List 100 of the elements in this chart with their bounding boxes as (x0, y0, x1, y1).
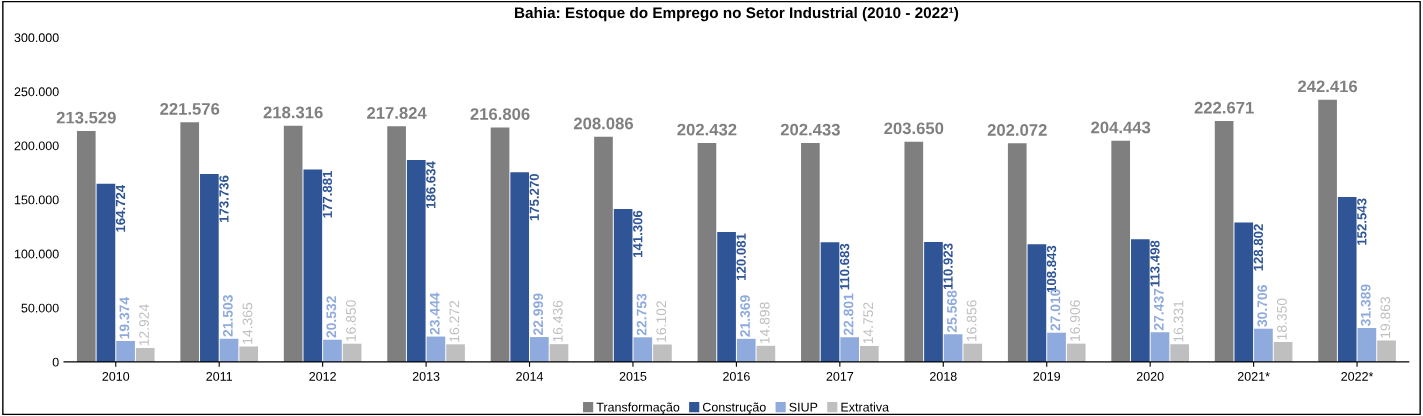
x-tick-label: 2018 (930, 371, 957, 381)
data-label: 16.102 (656, 301, 667, 342)
data-label: 14.898 (759, 302, 770, 344)
data-label: 175.270 (529, 173, 539, 221)
x-tick-label: 2010 (102, 371, 130, 381)
data-label: 16.906 (1070, 300, 1080, 341)
data-label: 30.706 (1257, 285, 1268, 327)
bar (446, 344, 465, 362)
data-label: 18.350 (1276, 298, 1287, 340)
data-label: 203.650 (884, 122, 944, 135)
bar (180, 122, 200, 362)
y-tick-label: 300.000 (14, 33, 59, 43)
data-label: 19.374 (119, 296, 130, 339)
data-label: 216.806 (470, 108, 530, 120)
y-tick-label: 100.000 (14, 249, 59, 259)
bar (283, 125, 303, 362)
bar (426, 336, 446, 362)
bar (633, 337, 653, 362)
bar (1214, 121, 1234, 362)
data-label: 202.072 (987, 124, 1047, 136)
x-tick-label: 2012 (309, 371, 336, 381)
x-tick-label: 2015 (619, 371, 647, 381)
data-label: 20.532 (326, 296, 337, 338)
data-label: 19.863 (1380, 296, 1391, 338)
bar (96, 183, 116, 362)
bar (1170, 344, 1189, 362)
x-tick-label: 2014 (516, 371, 544, 381)
data-label: 204.443 (1091, 121, 1151, 134)
bar (239, 346, 259, 362)
legend-label: Transformação (596, 402, 680, 415)
bar (323, 339, 342, 362)
data-label: 128.802 (1253, 224, 1264, 271)
x-tick-label: 2016 (723, 371, 750, 381)
legend-label: Construção (702, 402, 766, 415)
x-tick-label: 2013 (412, 371, 440, 381)
bar (840, 337, 860, 362)
data-label: 16.856 (966, 300, 977, 342)
data-label: 110.923 (943, 243, 953, 290)
legend-label: Extrativa (841, 402, 890, 412)
data-label: 177.881 (322, 170, 333, 218)
data-label: 218.316 (263, 106, 323, 119)
data-label: 14.752 (863, 302, 874, 344)
data-label: 21.503 (222, 295, 233, 337)
data-label: 217.824 (367, 107, 427, 119)
data-label: 202.433 (780, 123, 840, 136)
bar (1027, 244, 1047, 362)
data-label: 186.634 (426, 161, 436, 208)
bar (924, 241, 943, 362)
x-tick-label: 2021* (1237, 371, 1270, 381)
data-label: 242.416 (1298, 80, 1358, 93)
bar (510, 172, 530, 362)
bar (1111, 140, 1131, 362)
data-label: 173.736 (219, 175, 229, 222)
data-label: 25.568 (947, 290, 957, 333)
bar (387, 126, 406, 362)
bar (116, 340, 135, 362)
bar (613, 209, 633, 362)
bar (549, 344, 569, 362)
bar (1254, 328, 1273, 362)
data-label: 141.306 (633, 210, 643, 258)
bar (342, 343, 362, 362)
x-tick-label: 2020 (1136, 371, 1164, 381)
bar (653, 344, 672, 362)
data-label: 27.437 (1153, 288, 1164, 331)
bar (406, 160, 426, 362)
data-label: 31.389 (1360, 284, 1371, 327)
bar (859, 345, 879, 362)
data-label: 16.436 (552, 300, 563, 342)
data-label: 21.369 (740, 295, 750, 337)
data-label: 22.999 (533, 293, 544, 335)
y-tick-label: 250.000 (14, 87, 59, 97)
data-label: 213.529 (56, 111, 116, 124)
bar (303, 169, 323, 362)
bar (756, 345, 776, 362)
bar (1357, 327, 1377, 362)
x-tick-label: 2017 (826, 371, 854, 381)
bar (801, 142, 820, 362)
data-label: 222.671 (1194, 101, 1254, 114)
bar (530, 337, 549, 362)
bar (200, 174, 219, 362)
bar (904, 141, 924, 362)
bar (1318, 99, 1337, 362)
data-label: 14.365 (242, 302, 253, 344)
bar (76, 130, 96, 362)
data-label: 16.331 (1173, 300, 1184, 342)
data-label: 12.924 (139, 304, 149, 346)
x-tick-label: 2019 (1033, 371, 1061, 381)
y-tick-label: 50.000 (21, 303, 59, 313)
data-label: 202.432 (677, 123, 737, 136)
data-label: 113.498 (1150, 240, 1160, 287)
y-tick-label: 150.000 (14, 195, 59, 205)
bar (135, 347, 155, 362)
bar (1234, 222, 1254, 362)
y-tick-label: 0 (52, 357, 59, 367)
data-label: 208.086 (573, 117, 633, 130)
data-label: 164.724 (115, 184, 126, 232)
bar (943, 334, 963, 362)
bar (1066, 343, 1086, 362)
bar (1273, 342, 1293, 362)
bar (717, 232, 736, 362)
